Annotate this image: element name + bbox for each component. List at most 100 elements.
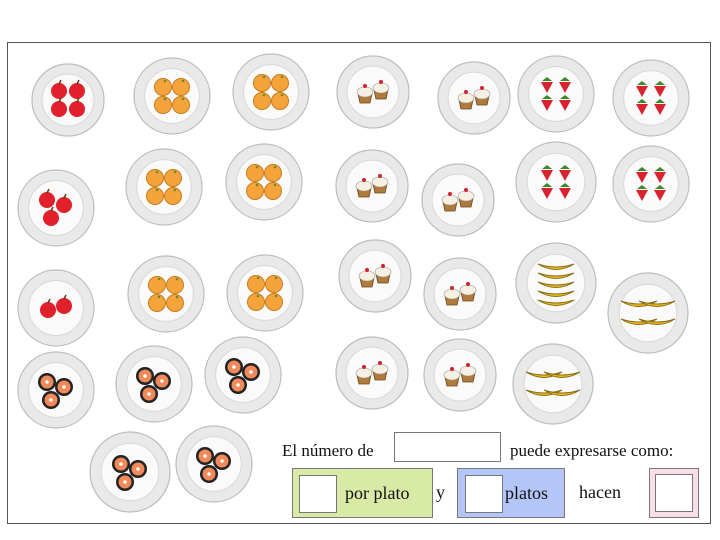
cookie-icon <box>140 385 158 403</box>
banana-icon <box>638 318 676 325</box>
cookie-icon <box>55 378 73 396</box>
plate-orange <box>225 143 303 221</box>
result-group <box>649 468 699 518</box>
apple-icon <box>56 193 72 213</box>
strawberry-icon <box>654 99 666 115</box>
plate-cupcake <box>421 163 495 237</box>
plates-answer-box[interactable] <box>465 475 503 513</box>
can-be-expressed-label: puede expresarse como: <box>510 441 674 460</box>
orange-icon <box>271 74 289 92</box>
per-plate-label: por plato <box>345 483 410 503</box>
plate-cupcake <box>335 336 409 410</box>
plate-cookie <box>17 351 95 429</box>
plate-orange <box>133 57 211 135</box>
cookie-icon <box>153 372 171 390</box>
strawberry-icon <box>559 183 571 199</box>
orange-icon <box>253 92 271 110</box>
plate-cookie <box>175 425 253 503</box>
orange-icon <box>265 275 283 293</box>
orange-icon <box>172 96 190 114</box>
plate-banana <box>607 272 689 354</box>
cookie-icon <box>196 447 214 465</box>
cupcake-icon <box>459 363 477 383</box>
strawberry-icon <box>541 183 553 199</box>
strawberry-icon <box>654 81 666 97</box>
quantity-blank[interactable] <box>394 432 501 462</box>
orange-icon <box>246 164 264 182</box>
cupcake-icon <box>441 192 459 212</box>
orange-icon <box>271 92 289 110</box>
cookie-icon <box>38 373 56 391</box>
cookie-icon <box>136 367 154 385</box>
banana-icon <box>537 272 575 279</box>
orange-icon <box>246 182 264 200</box>
orange-icon <box>166 294 184 312</box>
cookie-icon <box>229 376 247 394</box>
orange-icon <box>154 96 172 114</box>
orange-icon <box>264 164 282 182</box>
cupcake-icon <box>356 84 374 104</box>
cookie-icon <box>129 460 147 478</box>
banana-icon <box>537 299 575 306</box>
cookie-icon <box>116 473 134 491</box>
cupcake-icon <box>443 286 461 306</box>
plate-strawberry <box>517 55 595 133</box>
cupcake-icon <box>473 86 491 106</box>
cookie-icon <box>200 465 218 483</box>
plate-apple <box>31 63 105 137</box>
apple-icon <box>69 79 85 99</box>
apple-icon <box>56 294 72 314</box>
orange-icon <box>264 182 282 200</box>
banana-icon <box>543 389 581 396</box>
plate-orange <box>127 255 205 333</box>
banana-icon <box>638 300 676 307</box>
strawberry-icon <box>541 95 553 111</box>
result-answer-box[interactable] <box>655 474 693 512</box>
strawberry-icon <box>559 95 571 111</box>
number-of-label: El número de <box>282 441 374 460</box>
orange-icon <box>166 276 184 294</box>
per-plate-answer-box[interactable] <box>299 475 337 513</box>
cookie-icon <box>42 391 60 409</box>
strawberry-icon <box>654 167 666 183</box>
cupcake-icon <box>371 361 389 381</box>
plate-orange <box>226 254 304 332</box>
banana-icon <box>543 371 581 378</box>
strawberry-icon <box>636 167 648 183</box>
cupcake-icon <box>443 367 461 387</box>
cupcake-icon <box>459 282 477 302</box>
per-plate-group: por plato <box>292 468 433 518</box>
plate-orange <box>125 148 203 226</box>
orange-icon <box>164 169 182 187</box>
strawberry-icon <box>636 99 648 115</box>
orange-icon <box>146 187 164 205</box>
cookie-icon <box>225 358 243 376</box>
plate-orange <box>232 53 310 131</box>
orange-icon <box>154 78 172 96</box>
plate-cookie <box>89 431 171 513</box>
strawberry-icon <box>541 165 553 181</box>
apple-icon <box>39 188 55 208</box>
orange-icon <box>247 275 265 293</box>
strawberry-icon <box>559 77 571 93</box>
plate-cupcake <box>338 239 412 313</box>
cupcake-icon <box>358 268 376 288</box>
plate-cupcake <box>336 55 410 129</box>
plate-strawberry <box>612 59 690 137</box>
apple-icon <box>43 206 59 226</box>
strawberry-icon <box>636 81 648 97</box>
banana-icon <box>537 290 575 297</box>
cupcake-icon <box>457 90 475 110</box>
plate-cookie <box>115 345 193 423</box>
banana-icon <box>537 281 575 288</box>
cupcake-icon <box>457 188 475 208</box>
orange-icon <box>148 276 166 294</box>
orange-icon <box>172 78 190 96</box>
and-label: y <box>436 482 445 502</box>
orange-icon <box>146 169 164 187</box>
apple-icon <box>40 298 56 318</box>
make-label: hacen <box>579 482 621 502</box>
plate-cookie <box>204 336 282 414</box>
orange-icon <box>148 294 166 312</box>
orange-icon <box>265 293 283 311</box>
